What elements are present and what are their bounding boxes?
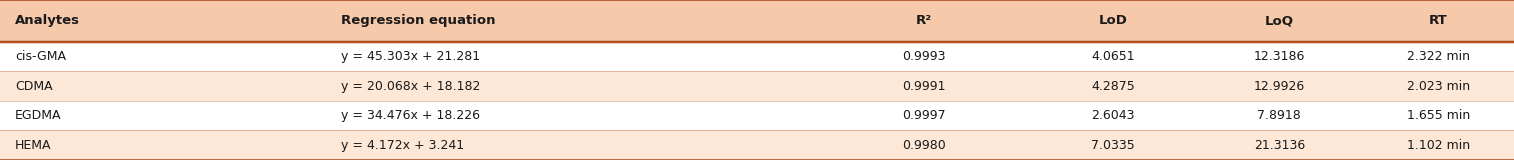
Text: 7.8918: 7.8918	[1258, 109, 1301, 122]
Text: HEMA: HEMA	[15, 139, 51, 152]
Text: R²: R²	[916, 14, 931, 27]
Text: 2.322 min: 2.322 min	[1407, 50, 1470, 63]
Text: LoQ: LoQ	[1264, 14, 1294, 27]
Text: EGDMA: EGDMA	[15, 109, 62, 122]
Text: y = 34.476x + 18.226: y = 34.476x + 18.226	[341, 109, 480, 122]
Text: y = 45.303x + 21.281: y = 45.303x + 21.281	[341, 50, 480, 63]
Text: y = 4.172x + 3.241: y = 4.172x + 3.241	[341, 139, 463, 152]
Text: 12.3186: 12.3186	[1254, 50, 1305, 63]
Text: 4.2875: 4.2875	[1092, 80, 1134, 92]
Text: 2.023 min: 2.023 min	[1407, 80, 1470, 92]
Text: Analytes: Analytes	[15, 14, 80, 27]
Text: 0.9980: 0.9980	[902, 139, 945, 152]
Text: 4.0651: 4.0651	[1092, 50, 1134, 63]
Text: y = 20.068x + 18.182: y = 20.068x + 18.182	[341, 80, 480, 92]
Bar	[0, 42, 1514, 71]
Text: 0.9993: 0.9993	[902, 50, 945, 63]
Text: 1.102 min: 1.102 min	[1407, 139, 1470, 152]
Text: CDMA: CDMA	[15, 80, 53, 92]
Bar	[0, 0, 1514, 42]
Text: 2.6043: 2.6043	[1092, 109, 1134, 122]
Text: RT: RT	[1429, 14, 1447, 27]
Text: 12.9926: 12.9926	[1254, 80, 1305, 92]
Text: cis-GMA: cis-GMA	[15, 50, 67, 63]
Bar	[0, 130, 1514, 160]
Text: 0.9991: 0.9991	[902, 80, 945, 92]
Text: LoD: LoD	[1098, 14, 1128, 27]
Bar	[0, 101, 1514, 130]
Bar	[0, 71, 1514, 101]
Text: 0.9997: 0.9997	[902, 109, 945, 122]
Text: 7.0335: 7.0335	[1092, 139, 1134, 152]
Text: Regression equation: Regression equation	[341, 14, 495, 27]
Text: 21.3136: 21.3136	[1254, 139, 1305, 152]
Text: 1.655 min: 1.655 min	[1407, 109, 1470, 122]
